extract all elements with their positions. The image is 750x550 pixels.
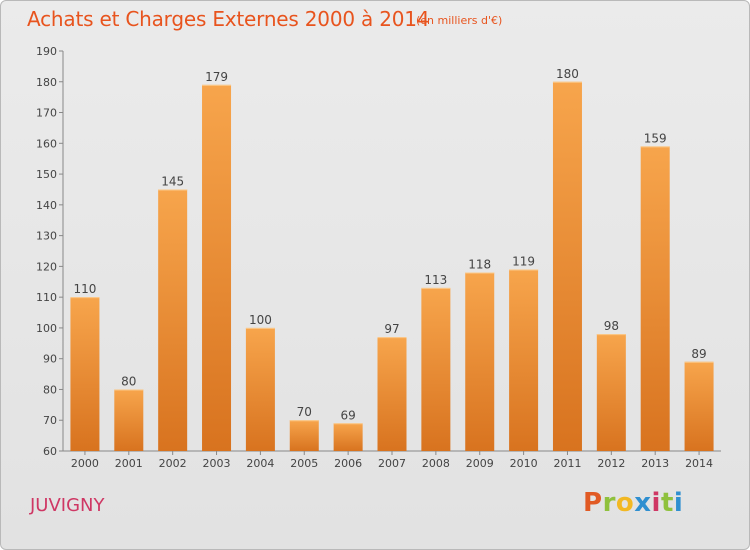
y-tick-label: 140: [36, 199, 57, 212]
bar-2002: [158, 189, 188, 451]
y-tick-label: 170: [36, 107, 57, 120]
y-tick-label: 80: [43, 383, 57, 396]
bar-value-label: 118: [468, 258, 491, 272]
bar-2000: [70, 297, 100, 451]
logo-letter: t: [660, 488, 674, 518]
x-tick-label: 2012: [597, 457, 625, 470]
logo-letter: x: [634, 488, 652, 518]
y-tick-label: 180: [36, 76, 57, 89]
bar-2014: [684, 361, 714, 451]
y-tick-label: 190: [36, 45, 57, 58]
logo-letter: P: [583, 488, 603, 518]
bar-2011: [552, 81, 582, 452]
x-tick-label: 2002: [159, 457, 187, 470]
bar-value-label: 113: [424, 273, 447, 287]
x-tick-label: 2000: [71, 457, 99, 470]
bar-2003: [202, 84, 232, 451]
y-tick-label: 90: [43, 353, 57, 366]
bar-value-label: 80: [121, 374, 136, 388]
x-tick-label: 2013: [641, 457, 669, 470]
logo-letter: o: [615, 488, 635, 518]
bar-value-label: 159: [644, 131, 667, 145]
bar-2013: [640, 146, 670, 451]
proxiti-logo[interactable]: Proxiti: [583, 488, 683, 518]
bar-2007: [377, 337, 407, 451]
y-tick-label: 70: [43, 414, 57, 427]
x-tick-label: 2008: [422, 457, 450, 470]
bar-value-label: 110: [73, 282, 96, 296]
bar-value-label: 70: [297, 405, 312, 419]
y-tick-label: 130: [36, 230, 57, 243]
y-tick-label: 160: [36, 137, 57, 150]
bar-2012: [596, 334, 626, 451]
chart-axes: 60 70 80 90 100 110 120 130 140 150 160 170 180 190 20…: [36, 45, 721, 470]
logo-letter: i: [673, 488, 684, 518]
bar-value-label: 100: [249, 313, 272, 327]
x-tick-label: 2004: [246, 457, 274, 470]
chart-unit: (en milliers d'€): [416, 14, 503, 27]
bar-2006: [333, 423, 363, 451]
bar-2004: [245, 327, 275, 451]
x-tick-label: 2010: [510, 457, 538, 470]
x-tick-label: 2006: [334, 457, 362, 470]
bar-2008: [421, 287, 451, 451]
x-tick-label: 2009: [466, 457, 494, 470]
place-name: JUVIGNY: [30, 495, 105, 516]
x-tick-label: 2003: [203, 457, 231, 470]
x-tick-label: 2014: [685, 457, 713, 470]
bar-2009: [465, 272, 495, 451]
bar-2010: [509, 269, 539, 451]
x-tick-label: 2001: [115, 457, 143, 470]
bar-value-label: 145: [161, 174, 184, 188]
bar-2005: [289, 420, 319, 451]
y-tick-label: 120: [36, 260, 57, 273]
y-tick-label: 100: [36, 322, 57, 335]
bar-value-label: 98: [604, 319, 619, 333]
bar-2001: [114, 389, 144, 451]
bar-value-label: 69: [340, 408, 355, 422]
bar-value-label: 119: [512, 254, 535, 268]
bar-value-label: 179: [205, 70, 228, 84]
y-tick-label: 150: [36, 168, 57, 181]
logo-letter: r: [602, 488, 616, 518]
x-tick-label: 2007: [378, 457, 406, 470]
bar-value-label: 89: [691, 347, 706, 361]
chart-title: Achats et Charges Externes 2000 à 2014: [27, 7, 430, 31]
chart-bars: 110 80 145 179 100 70 69 97 113 118 119 180 98 159 89: [70, 67, 714, 452]
y-tick-label: 110: [36, 291, 57, 304]
y-tick-label: 60: [43, 445, 57, 458]
x-tick-label: 2005: [290, 457, 318, 470]
logo-letter: i: [651, 488, 661, 518]
bar-value-label: 97: [384, 322, 399, 336]
x-tick-label: 2011: [553, 457, 581, 470]
bar-value-label: 180: [556, 67, 579, 81]
